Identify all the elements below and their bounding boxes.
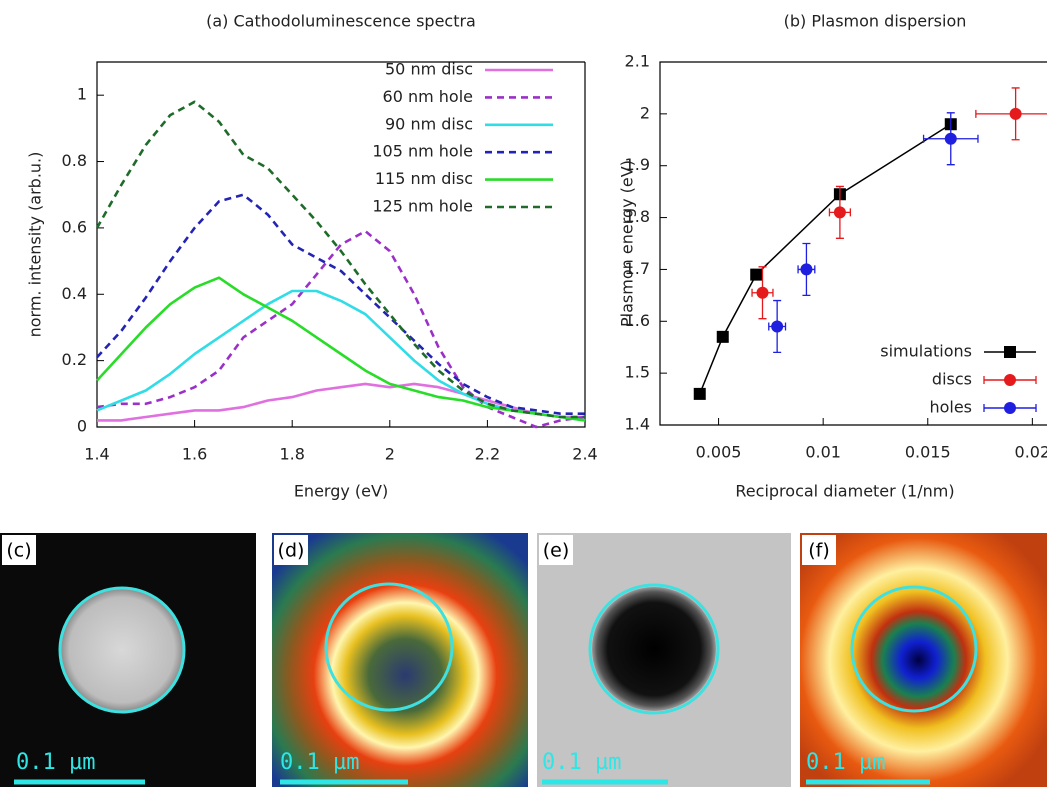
x-tick-label: 1.4 bbox=[84, 445, 109, 464]
y-axis-label: norm. intensity (arb.u.) bbox=[26, 152, 45, 338]
x-tick-label: 2.4 bbox=[572, 445, 597, 464]
scale-label: 0.1 µm bbox=[806, 750, 885, 775]
legend-label: 60 nm hole bbox=[383, 87, 473, 106]
panel-label: (c) bbox=[6, 540, 31, 562]
point bbox=[716, 330, 729, 343]
y-tick-label: 1.9 bbox=[625, 155, 650, 174]
scale-label: 0.1 µm bbox=[280, 750, 359, 775]
chart-line: (a) Cathodoluminescence spectra Energy (e… bbox=[26, 12, 598, 501]
chart-scatter: (b) Plasmon dispersion Reciprocal diamete… bbox=[618, 12, 1047, 501]
legend-label: 125 nm hole bbox=[372, 197, 473, 216]
y-tick-label: 0.6 bbox=[62, 217, 87, 236]
chart-title: (b) Plasmon dispersion bbox=[784, 12, 967, 31]
spectrum-line bbox=[96, 276, 586, 422]
label-box bbox=[274, 535, 308, 565]
point bbox=[944, 132, 957, 145]
scale-label: 0.1 µm bbox=[542, 750, 621, 775]
y-tick-label: 0.4 bbox=[62, 284, 87, 303]
point bbox=[1009, 107, 1022, 120]
legend-label: discs bbox=[932, 370, 972, 389]
y-tick-label: 1.4 bbox=[625, 415, 650, 434]
hole bbox=[592, 587, 716, 711]
y-tick-label: 0 bbox=[77, 417, 87, 436]
spectrum-line bbox=[96, 193, 585, 415]
y-tick-label: 1.6 bbox=[625, 311, 650, 330]
y-tick-label: 2 bbox=[640, 103, 650, 122]
y-tick-label: 0.2 bbox=[62, 350, 87, 369]
image-panel-c: (c) 0.1 µm bbox=[0, 533, 256, 787]
point bbox=[756, 286, 769, 299]
scale-label: 0.1 µm bbox=[16, 750, 95, 775]
legend-label: holes bbox=[929, 398, 972, 417]
spectrum-line bbox=[96, 229, 586, 429]
spectrum-line bbox=[95, 100, 585, 419]
x-axis-label: Energy (eV) bbox=[294, 482, 388, 501]
legend-swatch bbox=[983, 404, 1037, 412]
legend-marker bbox=[1004, 402, 1016, 414]
y-tick-label: 1.5 bbox=[625, 363, 650, 382]
chart-title: (a) Cathodoluminescence spectra bbox=[206, 12, 476, 31]
y-tick-label: 2.1 bbox=[625, 52, 650, 71]
outline-circle bbox=[850, 585, 978, 713]
point bbox=[771, 320, 784, 333]
spectrum-line bbox=[96, 289, 586, 422]
particle bbox=[60, 588, 184, 712]
x-tick-label: 0.02 bbox=[1015, 443, 1047, 462]
label-box bbox=[802, 535, 836, 565]
point bbox=[833, 206, 846, 219]
x-tick-label: 2 bbox=[385, 445, 395, 464]
plot-area bbox=[693, 87, 1047, 400]
panel-label: (d) bbox=[278, 540, 305, 562]
image-background bbox=[272, 533, 528, 787]
image-panel-d: (d) 0.1 µm bbox=[272, 533, 528, 787]
legend-label: 105 nm hole bbox=[372, 142, 473, 161]
x-tick-label: 0.005 bbox=[696, 443, 742, 462]
y-tick-label: 1.7 bbox=[625, 259, 650, 278]
x-axis-label: Reciprocal diameter (1/nm) bbox=[735, 482, 954, 501]
outline-circle bbox=[324, 582, 454, 712]
panel-label: (f) bbox=[808, 540, 830, 562]
plot-frame bbox=[659, 61, 1047, 426]
spectrum-line bbox=[97, 382, 585, 422]
image-panel-f: (f) 0.1 µm bbox=[800, 533, 1047, 787]
point bbox=[800, 263, 813, 276]
outline-circle bbox=[58, 586, 186, 714]
y-tick-label: 0.8 bbox=[62, 151, 87, 170]
x-tick-label: 1.6 bbox=[182, 445, 207, 464]
legend-label: 90 nm disc bbox=[385, 114, 473, 133]
legend-label: simulations bbox=[880, 342, 972, 361]
legend-swatch bbox=[983, 376, 1037, 384]
x-tick-label: 1.8 bbox=[279, 445, 304, 464]
point bbox=[693, 387, 706, 400]
legend-marker bbox=[1004, 374, 1016, 386]
label-box bbox=[2, 535, 36, 565]
legend-label: 50 nm disc bbox=[385, 60, 473, 79]
panel-label: (e) bbox=[543, 540, 570, 562]
legend-label: 115 nm disc bbox=[375, 169, 473, 188]
point bbox=[750, 268, 763, 281]
x-tick-label: 0.015 bbox=[905, 443, 951, 462]
image-background bbox=[800, 533, 1047, 787]
x-tick-label: 0.01 bbox=[805, 443, 841, 462]
x-tick-label: 2.2 bbox=[475, 445, 500, 464]
y-tick-label: 1 bbox=[77, 85, 87, 104]
y-tick-label: 1.8 bbox=[625, 207, 650, 226]
outline-circle bbox=[588, 583, 720, 715]
label-box bbox=[539, 535, 573, 565]
y-axis-label: Plasmon energy (eV) bbox=[618, 160, 637, 327]
image-panel-e: (e) 0.1 µm bbox=[537, 533, 791, 787]
legend-marker bbox=[1004, 346, 1016, 358]
